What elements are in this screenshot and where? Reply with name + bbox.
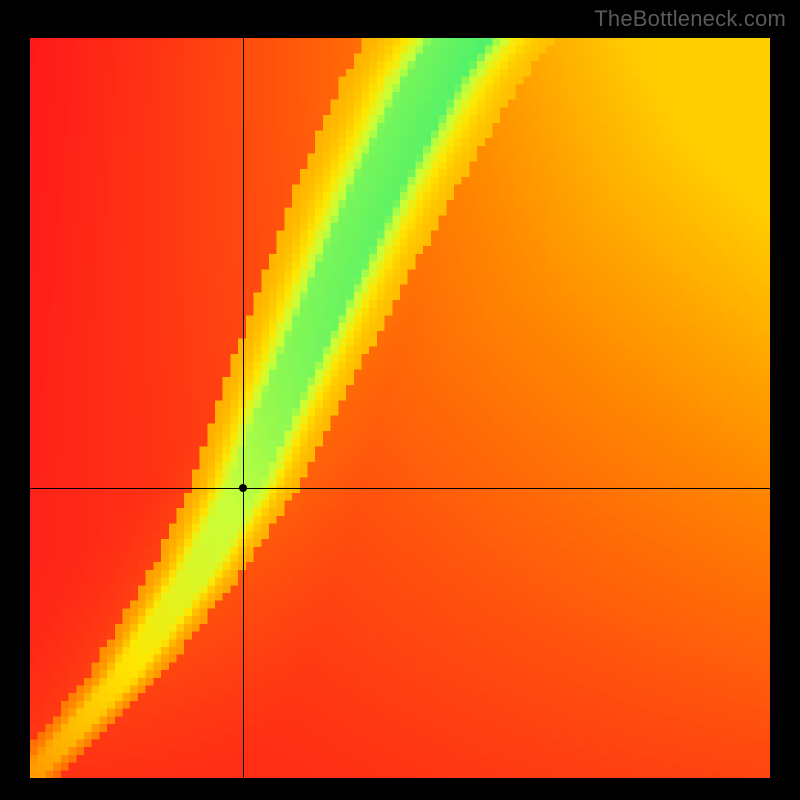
crosshair-horizontal xyxy=(30,488,770,489)
figure-container: TheBottleneck.com xyxy=(0,0,800,800)
crosshair-vertical xyxy=(243,38,244,778)
plot-area xyxy=(30,38,770,778)
crosshair-dot xyxy=(239,484,247,492)
heatmap-canvas xyxy=(30,38,770,778)
watermark-text: TheBottleneck.com xyxy=(594,6,786,32)
